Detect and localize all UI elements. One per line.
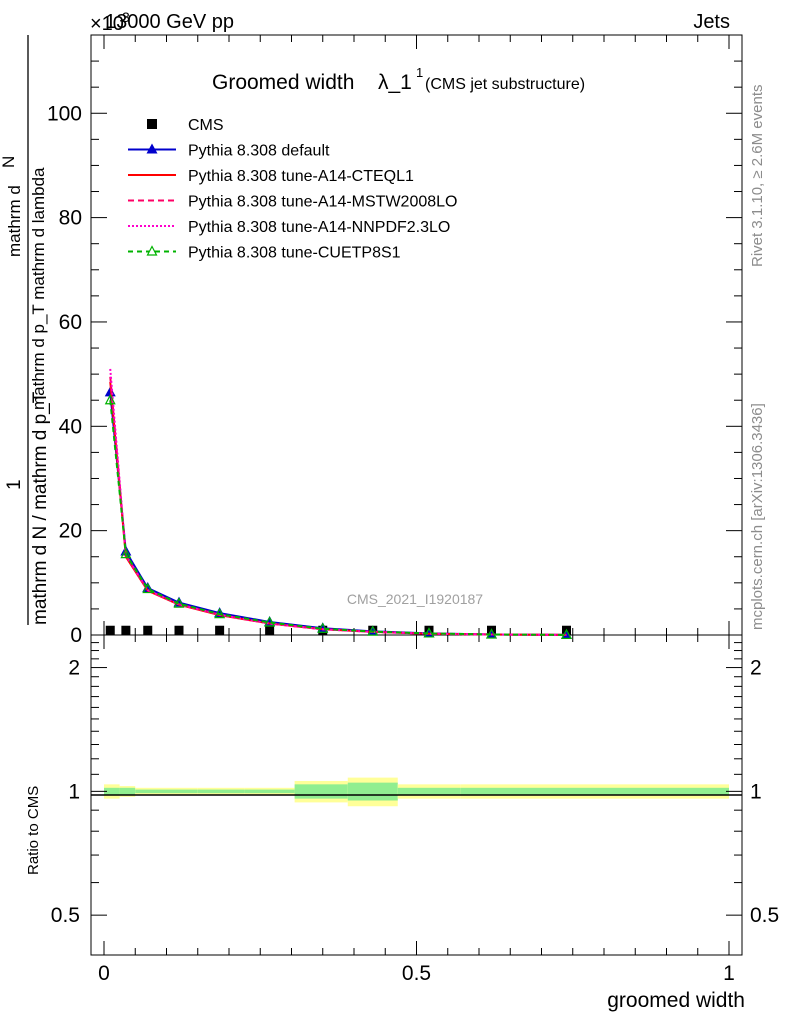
y-axis-label: 1 mathrm d N / mathrm d p_T mathrm d N m… <box>0 35 51 625</box>
series-line-2 <box>109 381 567 636</box>
ratio-band-inner <box>529 787 729 795</box>
ylabel-frac-den: mathrm d p_T mathrm d lambda <box>29 167 48 410</box>
y-tick-label: 100 <box>47 102 82 125</box>
ylabel-frac-num: mathrm d <box>5 185 24 257</box>
cuetp8s1-data-point <box>104 393 116 405</box>
cms-data-point <box>265 625 275 635</box>
cuetp8s1-data-point <box>120 547 132 559</box>
legend-label: CMS <box>188 117 224 134</box>
ylabel-one: 1 <box>4 479 25 490</box>
cms-data-point <box>174 625 184 635</box>
cms-data-point <box>215 625 225 635</box>
ratio-band-inner <box>135 789 167 794</box>
cms-data-point <box>143 625 153 635</box>
default-data-point <box>423 627 435 638</box>
ratio-tick-label-right: 2 <box>750 657 762 680</box>
legend-marker-triangle <box>146 143 158 154</box>
legend: CMS Pythia 8.308 default Pythia 8.308 tune… <box>128 117 457 262</box>
header-exponent-power: 3 <box>122 9 130 25</box>
cuetp8s1-data-point <box>423 627 435 638</box>
cuetp8s1-data-point <box>317 622 329 633</box>
ratio-band-inner <box>347 782 398 801</box>
series-line-3 <box>109 376 567 636</box>
cuetp8s1-data-point <box>486 628 497 639</box>
ratio-band-inner <box>119 787 136 795</box>
series-line-4 <box>109 368 567 636</box>
ratio-band-inner <box>294 784 348 799</box>
ratio-band-inner <box>244 789 295 794</box>
legend-marker-open-triangle <box>146 245 158 256</box>
y-tick-label: 0 <box>70 624 82 647</box>
y-tick-label: 20 <box>59 520 82 543</box>
cuetp8s1-data-point <box>142 582 154 594</box>
ylabel-frac-N: N <box>0 156 18 168</box>
ratio-band-inner <box>197 789 245 794</box>
header-right: Jets <box>693 11 730 33</box>
ratio-y-label: Ratio to CMS <box>25 786 42 875</box>
header-exponent: ×10 <box>90 13 124 35</box>
legend-label: Pythia 8.308 tune-A14-MSTW2008LO <box>188 194 457 211</box>
plot-title-superscript: 1 <box>416 65 423 80</box>
cms-data-point <box>105 625 115 635</box>
legend-label: Pythia 8.308 tune-A14-NNPDF2.3LO <box>188 219 450 236</box>
y-tick-label: 60 <box>59 311 82 334</box>
ratio-tick-label-right: 1 <box>750 780 762 803</box>
header-left: 13000 GeV pp <box>105 11 234 33</box>
x-tick-label: 0.5 <box>402 962 431 985</box>
legend-label: Pythia 8.308 tune-CUETP8S1 <box>188 245 401 262</box>
legend-label: Pythia 8.308 default <box>188 143 330 160</box>
watermark: CMS_2021_I1920187 <box>347 591 483 607</box>
cms-data-point <box>121 625 131 635</box>
ratio-tick-label: 1 <box>68 780 80 803</box>
series-layer <box>104 368 572 639</box>
y-tick-label: 80 <box>59 207 82 230</box>
x-tick-label: 1 <box>723 962 735 985</box>
cuetp8s1-data-point <box>214 607 226 619</box>
plot-title: Groomed width <box>212 71 354 94</box>
y-tick-label: 40 <box>59 415 82 438</box>
ratio-tick-label: 0.5 <box>51 904 80 927</box>
cuetp8s1-data-point <box>561 628 572 639</box>
ratio-tick-label: 2 <box>68 657 80 680</box>
series-line-5 <box>109 400 567 636</box>
x-axis-label: groomed width <box>607 989 745 1012</box>
ratio-tick-label-right: 0.5 <box>750 904 779 927</box>
cuetp8s1-data-point <box>173 597 185 608</box>
mcplots-label: mcplots.cern.ch [arXiv:1306.3436] <box>749 403 766 630</box>
ylabel-denominator: mathrm d N / mathrm d p_T <box>30 391 51 625</box>
legend-label: Pythia 8.308 tune-A14-CTEQL1 <box>188 168 414 185</box>
plot-title-symbol: λ_1 <box>378 71 412 94</box>
ratio-bands <box>104 777 729 807</box>
ratio-band-inner <box>104 787 120 795</box>
cuetp8s1-data-point <box>264 616 276 627</box>
x-tick-label: 0 <box>98 962 110 985</box>
axis-ticks: 0 0.5 1 0 20 40 60 80 100 0.5 0.5 1 1 2 2 <box>47 34 779 985</box>
legend-marker-cms <box>147 119 157 129</box>
ratio-band-inner <box>166 789 198 794</box>
cuetp8s1-data-point <box>367 625 379 636</box>
rivet-label: Rivet 3.1.10, ≥ 2.6M events <box>749 85 766 268</box>
ratio-band-inner <box>460 787 529 795</box>
ratio-band-inner <box>397 787 461 795</box>
plot-title-paren: (CMS jet substructure) <box>425 76 585 93</box>
